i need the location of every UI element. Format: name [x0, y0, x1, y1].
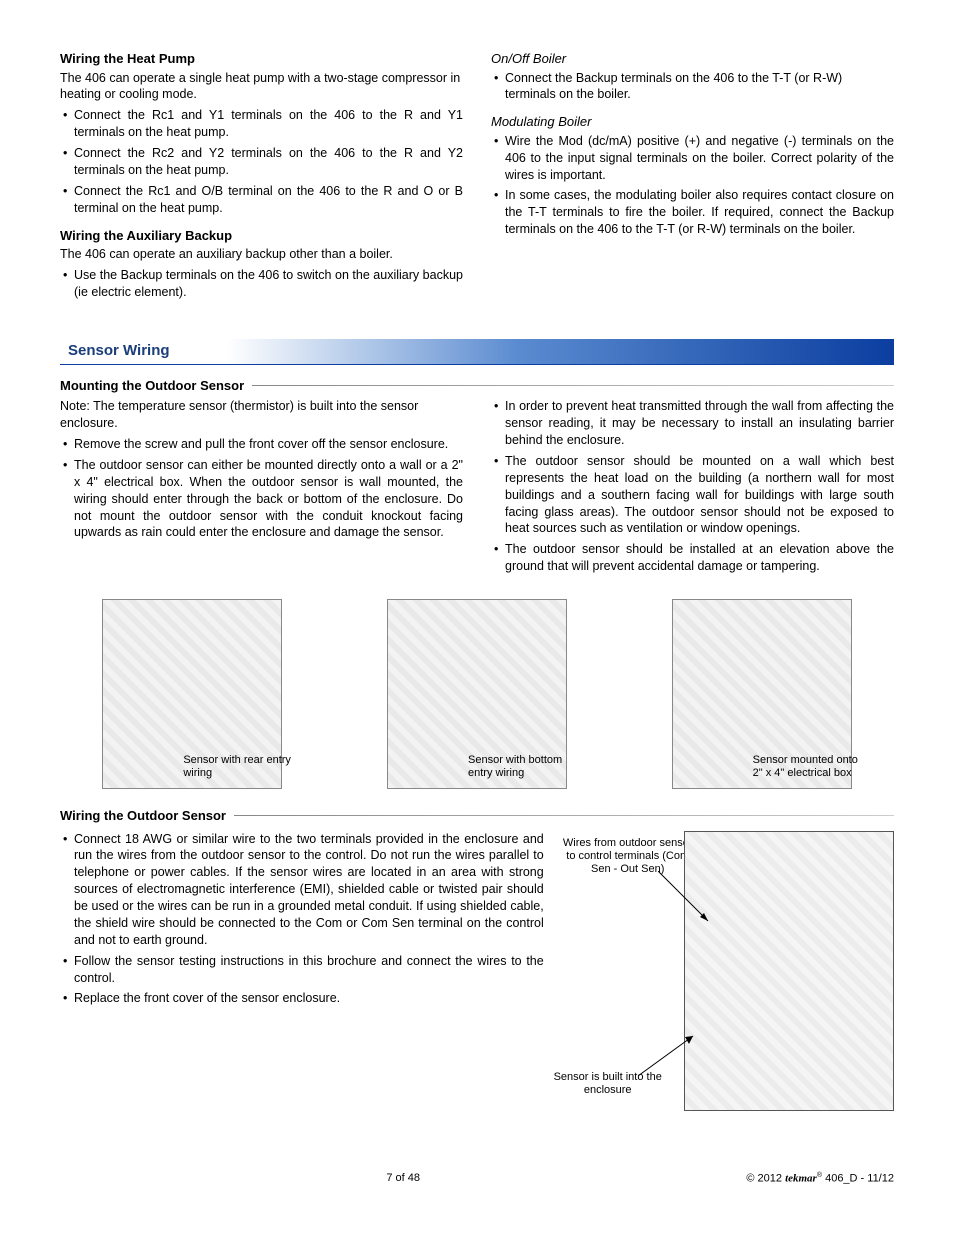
top-left-col: Wiring the Heat Pump The 406 can operate…: [60, 50, 463, 311]
heading-aux-backup: Wiring the Auxiliary Backup: [60, 227, 463, 245]
subheading-text: Wiring the Outdoor Sensor: [60, 807, 226, 825]
mount-left-bullets: Remove the screw and pull the front cove…: [60, 436, 463, 541]
intro-aux-backup: The 406 can operate an auxiliary backup …: [60, 246, 463, 263]
subheading-wiring-outdoor: Wiring the Outdoor Sensor: [60, 807, 894, 825]
rule-line: [252, 385, 894, 386]
page-footer: 7 of 48 © 2012 tekmar® 406_D - 11/12: [60, 1171, 894, 1187]
wiring-text-col: Connect 18 AWG or similar wire to the tw…: [60, 831, 544, 1018]
wiring-bullets: Connect 18 AWG or similar wire to the tw…: [60, 831, 544, 1008]
diagram-image: Sensor with bottom entry wiring: [387, 599, 567, 789]
bullet: Connect the Rc1 and O/B terminal on the …: [60, 183, 463, 217]
onoff-bullets: Connect the Backup terminals on the 406 …: [491, 70, 894, 104]
brand-logo-text: tekmar: [785, 1172, 817, 1184]
wiring-outdoor-row: Connect 18 AWG or similar wire to the tw…: [60, 831, 894, 1141]
top-wiring-section: Wiring the Heat Pump The 406 can operate…: [60, 50, 894, 311]
diagram-electrical-box: Sensor mounted onto 2" x 4" electrical b…: [629, 599, 894, 789]
diagram-caption: Sensor with bottom entry wiring: [468, 754, 578, 780]
rule-line: [234, 815, 894, 816]
copyright: © 2012: [746, 1172, 782, 1184]
bullet: Use the Backup terminals on the 406 to s…: [60, 267, 463, 301]
diagram-image: Sensor with rear entry wiring: [102, 599, 282, 789]
mod-bullets: Wire the Mod (dc/mA) positive (+) and ne…: [491, 133, 894, 238]
sensor-diagrams-row: Sensor with rear entry wiring Sensor wit…: [60, 599, 894, 789]
bullet: Connect the Rc1 and Y1 terminals on the …: [60, 107, 463, 141]
subheading-mounting: Mounting the Outdoor Sensor: [60, 377, 894, 395]
mount-right-col: In order to prevent heat transmitted thr…: [491, 398, 894, 585]
page-number: 7 of 48: [386, 1171, 420, 1186]
bullet: Replace the front cover of the sensor en…: [60, 990, 544, 1007]
bullet: The outdoor sensor should be installed a…: [491, 541, 894, 575]
diagram-caption: Sensor mounted onto 2" x 4" electrical b…: [753, 754, 863, 780]
wiring-figure-col: Wires from outdoor sensor to control ter…: [568, 831, 894, 1141]
heat-pump-bullets: Connect the Rc1 and Y1 terminals on the …: [60, 107, 463, 216]
aux-backup-bullets: Use the Backup terminals on the 406 to s…: [60, 267, 463, 301]
bullet: In some cases, the modulating boiler als…: [491, 187, 894, 238]
intro-heat-pump: The 406 can operate a single heat pump w…: [60, 70, 463, 104]
arrow-icon: [638, 1031, 708, 1081]
heading-heat-pump: Wiring the Heat Pump: [60, 50, 463, 68]
bullet: In order to prevent heat transmitted thr…: [491, 398, 894, 449]
bullet: Follow the sensor testing instructions i…: [60, 953, 544, 987]
bullet: Remove the screw and pull the front cove…: [60, 436, 463, 453]
footer-right: © 2012 tekmar® 406_D - 11/12: [746, 1171, 894, 1187]
diagram-bottom-entry: Sensor with bottom entry wiring: [345, 599, 610, 789]
arrow-icon: [658, 871, 718, 931]
heading-onoff-boiler: On/Off Boiler: [491, 50, 894, 68]
section-bar-sensor-wiring: Sensor Wiring: [60, 339, 894, 365]
subheading-text: Mounting the Outdoor Sensor: [60, 377, 244, 395]
heading-mod-boiler: Modulating Boiler: [491, 113, 894, 131]
bullet: Wire the Mod (dc/mA) positive (+) and ne…: [491, 133, 894, 184]
mounting-columns: Note: The temperature sensor (thermistor…: [60, 398, 894, 585]
bullet: The outdoor sensor should be mounted on …: [491, 453, 894, 537]
mount-left-col: Note: The temperature sensor (thermistor…: [60, 398, 463, 585]
top-right-col: On/Off Boiler Connect the Backup termina…: [491, 50, 894, 311]
doc-id: 406_D - 11/12: [825, 1172, 894, 1184]
diagram-image: Sensor mounted onto 2" x 4" electrical b…: [672, 599, 852, 789]
mount-note: Note: The temperature sensor (thermistor…: [60, 398, 463, 432]
bullet: Connect the Rc2 and Y2 terminals on the …: [60, 145, 463, 179]
diagram-caption: Sensor with rear entry wiring: [183, 754, 293, 780]
mount-right-bullets: In order to prevent heat transmitted thr…: [491, 398, 894, 575]
bullet: Connect 18 AWG or similar wire to the tw…: [60, 831, 544, 949]
bullet: The outdoor sensor can either be mounted…: [60, 457, 463, 541]
diagram-rear-entry: Sensor with rear entry wiring: [60, 599, 325, 789]
bullet: Connect the Backup terminals on the 406 …: [491, 70, 894, 104]
